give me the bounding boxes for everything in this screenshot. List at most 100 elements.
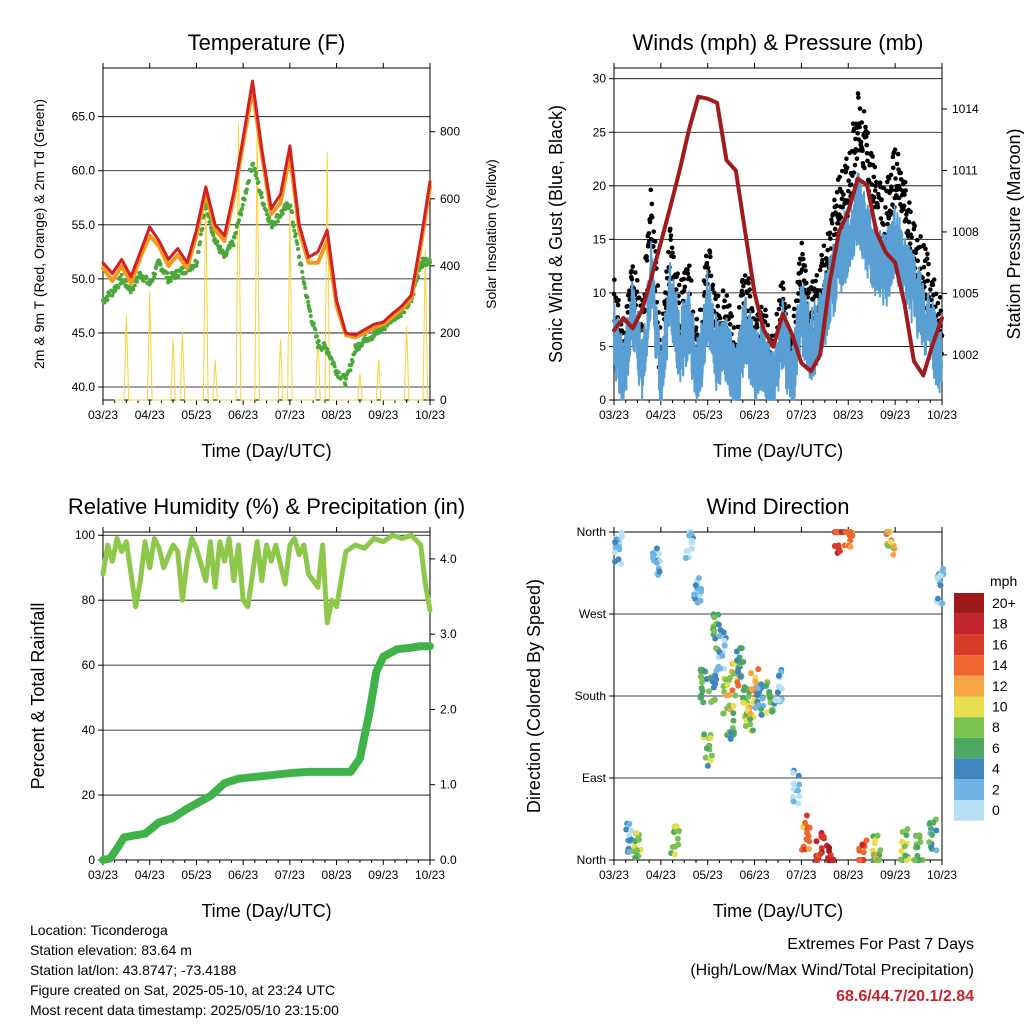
x-tick-label: 05/23 [181,408,211,422]
direction-point [755,702,762,709]
gust-point [858,139,864,145]
direction-point [708,752,715,759]
dewpoint-point [119,272,124,277]
y-axis-label: Percent & Total Rainfall [28,603,48,790]
dewpoint-point [331,361,336,366]
gust-point [872,188,878,193]
y2-tick-label: 1005 [952,286,979,300]
legend-label: 2 [992,781,1000,797]
chart-title: Relative Humidity (%) & Precipitation (i… [68,494,465,519]
gust-point [871,174,877,180]
gust-point [874,179,879,185]
direction-point [717,665,724,672]
direction-point [701,731,708,738]
dewpoint-point [300,276,305,281]
gust-point [708,273,714,279]
gust-point [801,256,806,262]
gust-point [844,165,850,170]
direction-point [775,672,782,679]
direction-point [772,697,779,704]
dewpoint-point [254,170,259,175]
dewpoint-point [152,272,157,277]
direction-point [720,710,727,717]
gust-point [664,269,669,274]
gust-point [646,231,652,236]
gust-point [763,307,768,313]
direction-point [656,550,663,557]
legend-label: 8 [992,719,1000,735]
direction-point [691,591,698,598]
gust-point [765,322,770,328]
direction-point [795,772,802,779]
gust-point [813,278,818,284]
gust-point [926,261,931,267]
direction-point [634,847,641,854]
gust-point [741,283,746,289]
dewpoint-point [244,187,249,192]
gust-point [871,195,877,200]
direction-point [835,545,842,552]
legend-label: 4 [992,761,1000,777]
direction-point [675,841,682,848]
legend-label: 14 [992,657,1008,673]
x-tick-label: 10/23 [927,408,957,422]
gust-point [667,226,673,232]
direction-point [671,823,678,830]
direction-point [710,684,717,691]
direction-point [716,633,723,640]
x-tick-label: 04/23 [135,868,165,882]
gust-point [890,165,896,171]
dewpoint-point [297,254,302,259]
dewpoint-point [325,347,330,352]
direction-point [902,852,909,859]
y-tick-label: 15 [593,232,607,246]
latlon-text: Station lat/lon: 43.8747; -73.4188 [30,962,237,978]
direction-point [711,628,718,635]
direction-point [860,857,867,863]
chart-title: Temperature (F) [188,30,346,55]
direction-point [829,857,836,863]
direction-point [824,855,831,862]
direction-point [623,826,630,833]
y-tick-label: 55.0 [72,218,96,232]
direction-point [795,787,802,794]
legend-swatch [954,717,984,738]
direction-point [708,698,715,705]
direction-point [683,548,690,555]
dewpoint-point [237,218,242,223]
direction-point [734,668,741,675]
direction-point [730,717,737,724]
gust-point [693,325,699,330]
direction-point [914,833,921,840]
gust-point [886,215,892,221]
dewpoint-point [252,166,257,171]
y2-tick-label: 800 [440,125,460,139]
direction-point [721,637,728,644]
direction-point [796,781,803,788]
y-tick-label: 45.0 [72,326,96,340]
dewpoint-point [313,327,318,332]
direction-point [802,819,809,826]
direction-point [934,595,941,602]
direction-point [686,532,693,539]
x-tick-label: 09/23 [880,408,910,422]
direction-point [734,657,741,664]
gust-point [703,253,709,259]
dewpoint-point [290,220,295,225]
dewpoint-point [232,235,237,240]
dewpoint-point [144,274,149,279]
direction-point [747,716,754,723]
gust-point [697,307,703,313]
gust-point [791,313,797,319]
dewpoint-point [296,246,301,251]
x-tick-label: 09/23 [880,868,910,882]
extremes-title: Extremes For Past 7 Days [787,936,974,953]
dewpoint-point [308,309,313,314]
gust-point [903,188,908,193]
x-tick-label: 06/23 [228,408,258,422]
dewpoint-point [137,270,142,275]
dewpoint-point [295,241,300,246]
gust-point [869,182,875,187]
x-tick-label: 08/23 [322,408,352,422]
direction-point [833,529,840,535]
